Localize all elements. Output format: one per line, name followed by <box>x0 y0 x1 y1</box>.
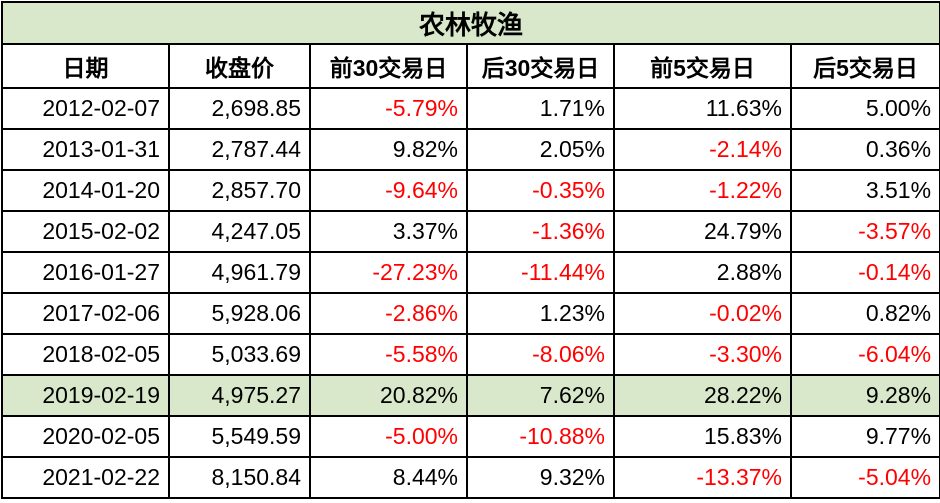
date-cell: 2013-01-31 <box>1 128 170 171</box>
header-prev-30-days: 前30交易日 <box>309 43 468 89</box>
next-5-days-cell: -5.04% <box>789 456 940 499</box>
next-5-days-cell: -3.57% <box>789 210 940 253</box>
next-30-days-cell: 9.32% <box>466 456 615 499</box>
close-price-cell: 2,698.85 <box>168 87 311 130</box>
next-30-days-cell: -0.35% <box>466 169 615 212</box>
next-5-days-cell: 9.77% <box>789 415 940 458</box>
prev-30-days-cell: 20.82% <box>309 374 468 417</box>
next-30-days-cell: 1.23% <box>466 292 615 335</box>
date-cell: 2017-02-06 <box>1 292 170 335</box>
date-cell: 2012-02-07 <box>1 87 170 130</box>
title-row: 农林牧渔 <box>0 1 940 45</box>
table-row: 2021-02-22 8,150.84 8.44% 9.32% -13.37% -5.04… <box>1 456 940 499</box>
prev-30-days-cell: -27.23% <box>309 251 468 294</box>
date-cell: 2021-02-22 <box>1 456 170 499</box>
table-body: 2012-02-07 2,698.85 -5.79% 1.71% 11.63% 5.00%… <box>1 87 940 499</box>
date-cell: 2020-02-05 <box>1 415 170 458</box>
prev-30-days-cell: -9.64% <box>309 169 468 212</box>
table-row: 2016-01-27 4,961.79 -27.23% -11.44% 2.88% -0.… <box>1 251 940 294</box>
prev-5-days-cell: 28.22% <box>613 374 792 417</box>
header-next-30-days: 后30交易日 <box>466 43 615 89</box>
next-5-days-cell: -6.04% <box>789 333 940 376</box>
prev-5-days-cell: 11.63% <box>613 87 792 130</box>
date-cell: 2018-02-05 <box>1 333 170 376</box>
header-prev-5-days: 前5交易日 <box>613 43 792 89</box>
prev-5-days-cell: 15.83% <box>613 415 792 458</box>
close-price-cell: 4,961.79 <box>168 251 311 294</box>
next-30-days-cell: -1.36% <box>466 210 615 253</box>
prev-5-days-cell: 24.79% <box>613 210 792 253</box>
next-30-days-cell: -8.06% <box>466 333 615 376</box>
table-row: 2013-01-31 2,787.44 9.82% 2.05% -2.14% 0.36% <box>1 128 940 171</box>
table-row: 2019-02-19 4,975.27 20.82% 7.62% 28.22% 9.28% <box>1 374 940 417</box>
next-5-days-cell: 3.51% <box>789 169 940 212</box>
next-5-days-cell: 9.28% <box>789 374 940 417</box>
table-row: 2014-01-20 2,857.70 -9.64% -0.35% -1.22% 3.51… <box>1 169 940 212</box>
date-cell: 2019-02-19 <box>1 374 170 417</box>
prev-5-days-cell: -0.02% <box>613 292 792 335</box>
table-row: 2018-02-05 5,033.69 -5.58% -8.06% -3.30% -6.0… <box>1 333 940 376</box>
close-price-cell: 2,787.44 <box>168 128 311 171</box>
table-row: 2015-02-02 4,247.05 3.37% -1.36% 24.79% -3.57… <box>1 210 940 253</box>
next-5-days-cell: 5.00% <box>789 87 940 130</box>
prev-5-days-cell: -1.22% <box>613 169 792 212</box>
table-row: 2017-02-06 5,928.06 -2.86% 1.23% -0.02% 0.82% <box>1 292 940 335</box>
date-cell: 2015-02-02 <box>1 210 170 253</box>
close-price-cell: 2,857.70 <box>168 169 311 212</box>
close-price-cell: 4,975.27 <box>168 374 311 417</box>
prev-5-days-cell: -3.30% <box>613 333 792 376</box>
prev-5-days-cell: 2.88% <box>613 251 792 294</box>
next-5-days-cell: -0.14% <box>789 251 940 294</box>
table-title: 农林牧渔 <box>0 1 940 45</box>
close-price-cell: 5,033.69 <box>168 333 311 376</box>
next-30-days-cell: 7.62% <box>466 374 615 417</box>
date-cell: 2014-01-20 <box>1 169 170 212</box>
header-row: 日期 收盘价 前30交易日 后30交易日 前5交易日 后5交易日 <box>1 43 940 89</box>
prev-5-days-cell: -2.14% <box>613 128 792 171</box>
header-next-5-days: 后5交易日 <box>789 43 940 89</box>
next-30-days-cell: 2.05% <box>466 128 615 171</box>
prev-5-days-cell: -13.37% <box>613 456 792 499</box>
date-cell: 2016-01-27 <box>1 251 170 294</box>
close-price-cell: 8,150.84 <box>168 456 311 499</box>
close-price-cell: 5,549.59 <box>168 415 311 458</box>
prev-30-days-cell: 3.37% <box>309 210 468 253</box>
prev-30-days-cell: -5.58% <box>309 333 468 376</box>
prev-30-days-cell: -5.00% <box>309 415 468 458</box>
close-price-cell: 5,928.06 <box>168 292 311 335</box>
next-5-days-cell: 0.82% <box>789 292 940 335</box>
prev-30-days-cell: 8.44% <box>309 456 468 499</box>
prev-30-days-cell: 9.82% <box>309 128 468 171</box>
table-row: 2020-02-05 5,549.59 -5.00% -10.88% 15.83% 9.7… <box>1 415 940 458</box>
header-close-price: 收盘价 <box>168 43 311 89</box>
table-row: 2012-02-07 2,698.85 -5.79% 1.71% 11.63% 5.00% <box>1 87 940 130</box>
close-price-cell: 4,247.05 <box>168 210 311 253</box>
next-30-days-cell: -11.44% <box>466 251 615 294</box>
next-30-days-cell: -10.88% <box>466 415 615 458</box>
header-date: 日期 <box>1 43 170 89</box>
prev-30-days-cell: -2.86% <box>309 292 468 335</box>
next-5-days-cell: 0.36% <box>789 128 940 171</box>
prev-30-days-cell: -5.79% <box>309 87 468 130</box>
next-30-days-cell: 1.71% <box>466 87 615 130</box>
